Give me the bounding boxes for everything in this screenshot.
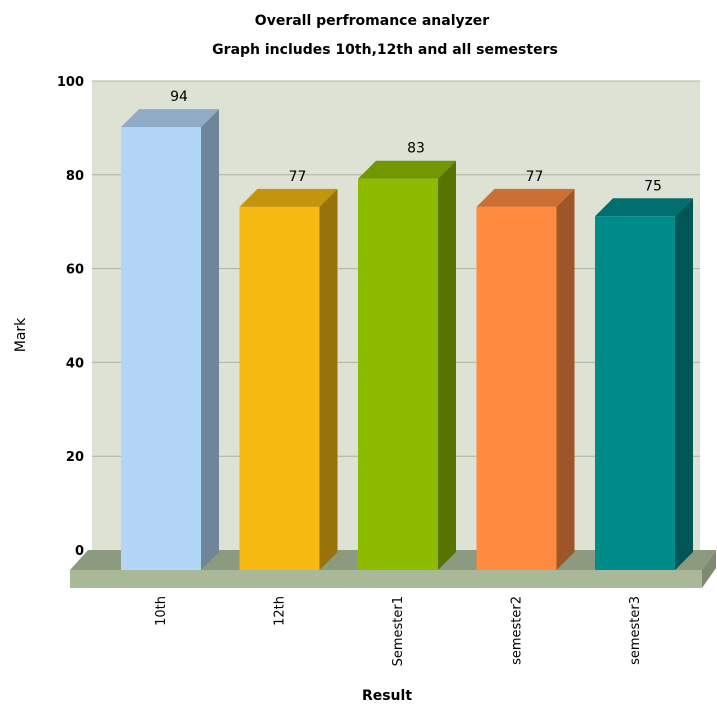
y-tick-label: 60	[66, 263, 84, 278]
data-label: 77	[289, 169, 307, 185]
bar-side	[438, 160, 456, 571]
y-tick-label: 100	[57, 75, 84, 90]
y-axis-title: Mark	[13, 317, 29, 352]
x-tick-label: Semester1	[391, 596, 406, 666]
y-tick-label: 20	[66, 450, 84, 465]
data-label: 75	[644, 178, 662, 194]
bar-front	[239, 206, 320, 570]
bar-side	[675, 198, 693, 570]
bar-semester3	[595, 198, 693, 570]
bars	[121, 109, 693, 571]
x-tick-label: 10th	[154, 596, 169, 626]
data-label: 94	[170, 89, 188, 105]
bar-front	[358, 178, 438, 571]
bar-side	[201, 109, 219, 570]
bar-front	[476, 206, 557, 570]
chart-title: Overall perfromance analyzer	[255, 13, 489, 29]
bar-top	[358, 160, 456, 179]
x-axis-title: Result	[362, 688, 412, 704]
bar-semester2	[476, 188, 575, 570]
bar-top	[239, 188, 338, 207]
bar-side	[556, 188, 575, 570]
chart-subtitle: Graph includes 10th,12th and all semeste…	[212, 42, 558, 58]
bar-top	[476, 188, 575, 207]
x-tick-label: semester3	[628, 596, 643, 665]
bar-front	[121, 127, 201, 570]
data-labels: 94 77 83 77 75	[170, 89, 662, 194]
bar-top	[595, 198, 693, 217]
y-tick-label: 40	[66, 356, 84, 371]
data-label: 83	[407, 141, 425, 157]
data-label: 77	[526, 169, 544, 185]
y-tick-label: 0	[75, 544, 84, 559]
bar-12th	[239, 188, 338, 570]
x-tick-label: semester2	[510, 596, 525, 665]
floor-front	[70, 570, 702, 588]
bar-front	[595, 216, 675, 570]
bar-Semester1	[358, 160, 456, 571]
y-tick-label: 80	[66, 169, 84, 184]
x-tick-label: 12th	[273, 596, 288, 626]
x-axis-ticks: 10th 12th Semester1 semester2 semester3	[154, 596, 643, 666]
bar-10th	[121, 109, 219, 570]
bar-top	[121, 109, 219, 128]
bar-side	[319, 188, 338, 570]
y-axis-ticks: 0 20 40 60 80 100	[57, 75, 84, 559]
floor-side	[702, 550, 716, 588]
